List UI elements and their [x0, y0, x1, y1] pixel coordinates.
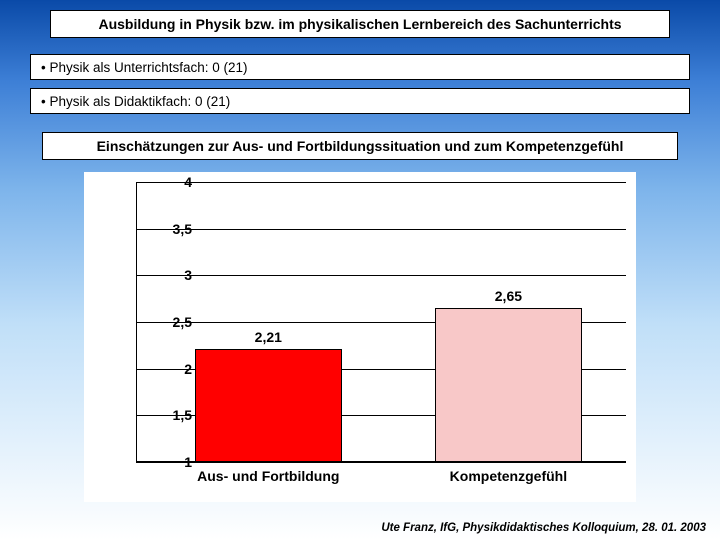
gridline: [136, 275, 626, 276]
gridline: [136, 462, 626, 463]
bullet-2: • Physik als Didaktikfach: 0 (21): [30, 88, 690, 114]
bar: [435, 308, 582, 462]
y-tick-label: 3,5: [142, 221, 192, 237]
x-category-label: Kompetenzgefühl: [450, 468, 567, 484]
bullet-1-text: • Physik als Unterrichtsfach: 0 (21): [41, 60, 248, 75]
section-text: Einschätzungen zur Aus- und Fortbildungs…: [97, 138, 624, 154]
y-tick-label: 2: [142, 361, 192, 377]
plot: 2,21 2,65: [136, 182, 626, 462]
y-tick-label: 1,5: [142, 407, 192, 423]
footer: Ute Franz, IfG, Physikdidaktisches Kollo…: [381, 522, 706, 534]
bar-value-label: 2,65: [495, 288, 522, 304]
y-tick-label: 4: [142, 174, 192, 190]
x-category-label: Aus- und Fortbildung: [197, 468, 339, 484]
title-box: Ausbildung in Physik bzw. im physikalisc…: [50, 10, 670, 38]
bar-value-label: 2,21: [255, 329, 282, 345]
gridline: [136, 229, 626, 230]
title-text: Ausbildung in Physik bzw. im physikalisc…: [98, 16, 621, 32]
footer-text: Ute Franz, IfG, Physikdidaktisches Kollo…: [381, 522, 706, 534]
bullet-1: • Physik als Unterrichtsfach: 0 (21): [30, 54, 690, 80]
y-tick-label: 1: [142, 454, 192, 470]
chart-area: 2,21 2,65 1 1,5 2 2,5 3 3,5 4 Aus- und Fortbildu…: [84, 172, 636, 502]
y-tick-label: 3: [142, 267, 192, 283]
gridline: [136, 182, 626, 183]
section-box: Einschätzungen zur Aus- und Fortbildungs…: [42, 132, 678, 160]
bullet-2-text: • Physik als Didaktikfach: 0 (21): [41, 94, 230, 109]
y-tick-label: 2,5: [142, 314, 192, 330]
bar: [195, 349, 342, 462]
